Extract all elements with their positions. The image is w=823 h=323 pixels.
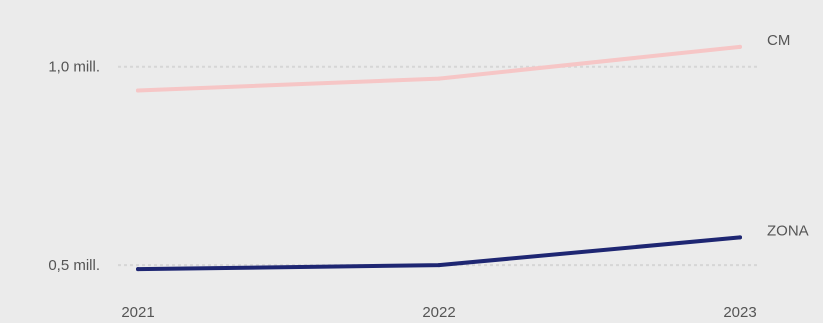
data-point-cm-0 <box>136 88 140 93</box>
series-line-cm <box>136 44 742 93</box>
series-label-zona: ZONA <box>767 222 809 239</box>
series-labels: CM ZONA <box>767 32 809 240</box>
y-axis-ticks: 1,0 mill. 0,5 mill. <box>48 59 100 274</box>
series-label-cm: CM <box>767 32 790 49</box>
data-point-zona-0 <box>136 267 140 272</box>
x-tick-label-2: 2023 <box>723 304 756 321</box>
data-point-zona-2 <box>738 235 742 240</box>
data-point-cm-1 <box>437 76 441 81</box>
y-tick-label-1: 0,5 mill. <box>48 257 100 274</box>
data-point-zona-1 <box>437 263 441 268</box>
x-tick-label-0: 2021 <box>121 304 154 321</box>
x-axis-ticks: 2021 2022 2023 <box>121 304 756 321</box>
series-lines <box>136 44 742 272</box>
x-tick-label-1: 2022 <box>422 304 455 321</box>
data-point-cm-2 <box>738 44 742 49</box>
y-tick-label-0: 1,0 mill. <box>48 59 100 76</box>
gridlines <box>118 65 758 267</box>
